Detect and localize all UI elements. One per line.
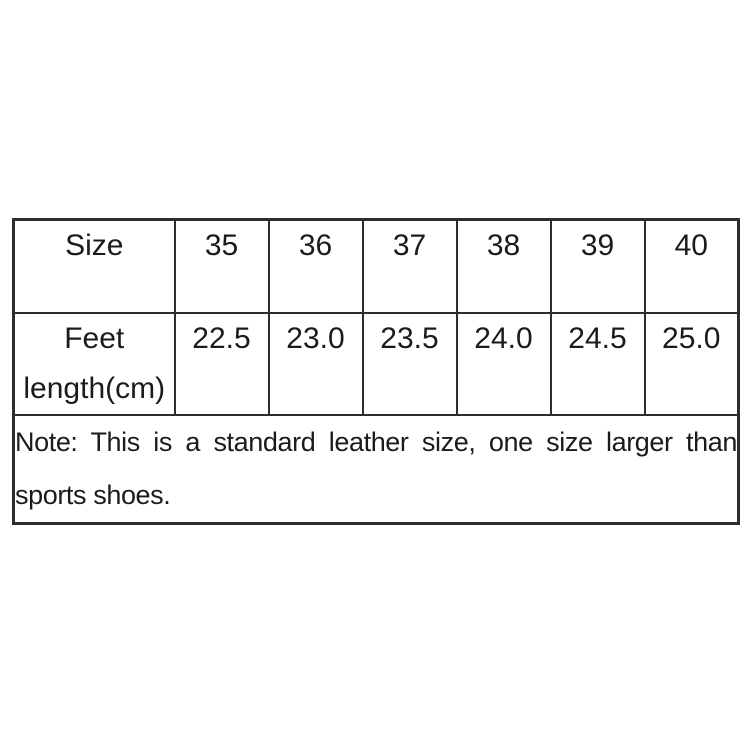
- feet-length-header-cell: Feet length(cm): [12, 312, 176, 416]
- note-line-1: Note: This is a standard leather size, o…: [15, 427, 737, 457]
- size-value-cell: 36: [267, 218, 364, 314]
- size-value-cell: 37: [361, 218, 458, 314]
- feet-length-value-cell: 23.0: [267, 312, 364, 416]
- feet-length-row: Feet length(cm) 22.5 23.0 23.5 24.0 24.5…: [12, 312, 740, 416]
- size-chart-table: Size 35 36 37 38 39 40 Feet length(cm) 2…: [12, 218, 740, 525]
- size-value-cell: 39: [549, 218, 646, 314]
- note-cell: Note: This is a standard leather size, o…: [12, 414, 740, 525]
- feet-length-value-cell: 23.5: [361, 312, 458, 416]
- feet-length-label-line1: Feet: [64, 322, 125, 355]
- feet-length-label-line2: length(cm): [23, 372, 166, 405]
- size-value-cell: 40: [643, 218, 740, 314]
- feet-length-value-cell: 22.5: [173, 312, 270, 416]
- note-line-2: sports shoes.: [15, 480, 171, 510]
- feet-length-value-cell: 24.0: [455, 312, 552, 416]
- feet-length-value-cell: 24.5: [549, 312, 646, 416]
- size-value-cell: 38: [455, 218, 552, 314]
- size-row: Size 35 36 37 38 39 40: [12, 218, 740, 314]
- feet-length-value-cell: 25.0: [643, 312, 740, 416]
- size-header-cell: Size: [12, 218, 176, 314]
- size-value-cell: 35: [173, 218, 270, 314]
- note-row: Note: This is a standard leather size, o…: [12, 414, 740, 525]
